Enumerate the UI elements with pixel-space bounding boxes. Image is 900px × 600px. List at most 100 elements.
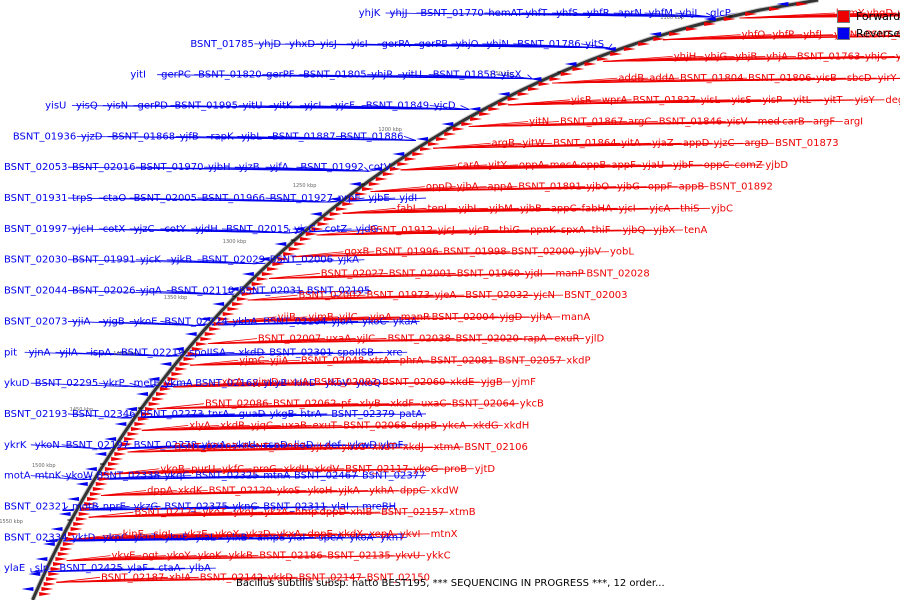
reverse-gene-line bbox=[428, 74, 533, 80]
forward-gene-label: dppA bbox=[147, 485, 173, 496]
forward-gene-line bbox=[101, 490, 430, 496]
forward-gene-label: kinE bbox=[123, 529, 144, 540]
forward-gene-arrow bbox=[497, 102, 510, 106]
forward-gene-label: manP bbox=[556, 268, 584, 279]
reverse-gene-arrow bbox=[291, 227, 304, 231]
forward-gene-label: yjiB bbox=[278, 312, 296, 323]
legend-reverse-label: Reverse bbox=[856, 27, 900, 40]
forward-gene-arrow bbox=[43, 582, 56, 586]
reverse-gene-line bbox=[80, 475, 93, 481]
forward-gene-label: yjbQ bbox=[622, 225, 645, 236]
reverse-gene-label: BSNT_01936 bbox=[13, 131, 76, 142]
forward-gene-arrow bbox=[114, 452, 127, 456]
forward-gene-arrow bbox=[209, 327, 222, 331]
reverse-gene-line bbox=[62, 506, 69, 511]
reverse-gene-label: mtnA bbox=[263, 471, 290, 482]
reverse-gene-label: spoIISA bbox=[189, 347, 226, 358]
reverse-gene-line bbox=[160, 321, 195, 326]
forward-gene-label: tenA bbox=[684, 225, 707, 236]
reverse-gene-label: yjfB bbox=[180, 131, 199, 142]
forward-gene-label: goxB bbox=[344, 247, 369, 258]
reverse-gene-line bbox=[496, 74, 533, 80]
forward-gene-label: ykcB bbox=[520, 399, 544, 410]
legend-forward: Forward bbox=[837, 8, 900, 25]
reverse-gene-label: prpE bbox=[338, 193, 361, 204]
reverse-gene-label: gerPB bbox=[419, 39, 449, 50]
reverse-gene-label: speA bbox=[318, 532, 343, 543]
forward-gene-label: BSNT_01998 bbox=[443, 247, 506, 258]
forward-gene-arrow bbox=[159, 387, 172, 391]
reverse-gene-line bbox=[460, 105, 470, 110]
forward-gene-label: yhjH bbox=[674, 51, 697, 62]
reverse-gene-label: yjdG bbox=[356, 224, 379, 235]
forward-gene-label: yjbO bbox=[586, 182, 609, 193]
reverse-gene-label: yisN bbox=[107, 101, 128, 112]
forward-gene-arrow bbox=[560, 72, 573, 76]
forward-gene-label: BSNT_01749 bbox=[865, 30, 900, 41]
reverse-gene-label: yjzD bbox=[81, 131, 103, 142]
reverse-gene-arrow bbox=[136, 392, 148, 396]
reverse-gene-label: yjdI bbox=[399, 193, 417, 204]
reverse-gene-label: yjkA bbox=[338, 255, 359, 266]
forward-gene-arrow bbox=[420, 147, 433, 151]
reverse-gene-label: ykoW bbox=[66, 471, 93, 482]
forward-gene-line bbox=[208, 338, 257, 344]
reverse-gene-label: BSNT_02224 bbox=[164, 316, 227, 327]
forward-gene-labels: hemYyhgDyhgEfabHByhfCyhfDyhfEyhfIyhfKyhf… bbox=[101, 8, 900, 583]
reverse-gene-label: ykmA bbox=[164, 378, 192, 389]
forward-gene-arrow bbox=[704, 22, 717, 26]
forward-gene-arrow bbox=[412, 152, 425, 156]
forward-gene-arrow bbox=[549, 77, 562, 81]
forward-gene-label: yhjC bbox=[865, 51, 887, 62]
forward-gene-line bbox=[127, 446, 464, 453]
forward-gene-label: xepA bbox=[369, 529, 394, 540]
reverse-gene-line bbox=[361, 105, 470, 110]
reverse-gene-label: BSNT_01858 bbox=[433, 70, 496, 81]
reverse-gene-line bbox=[61, 444, 100, 450]
forward-gene-label: yjcA bbox=[649, 203, 670, 214]
forward-gene-label: yjlC bbox=[339, 312, 357, 323]
forward-gene-arrow bbox=[101, 472, 114, 476]
reverse-gene-arrow bbox=[441, 122, 454, 126]
reverse-gene-label: cotX bbox=[103, 224, 126, 235]
forward-gene-label: BSNT_01804 bbox=[680, 73, 743, 84]
forward-gene-line bbox=[552, 78, 900, 84]
forward-gene-label: BSNT_02086 bbox=[205, 399, 268, 410]
forward-gene-arrow bbox=[436, 137, 449, 141]
forward-gene-arrow bbox=[144, 407, 157, 411]
reverse-gene-label: ykgB bbox=[270, 409, 295, 420]
forward-gene-label: yhjG bbox=[705, 51, 728, 62]
reverse-gene-label: BSNT_02030 bbox=[4, 255, 67, 266]
forward-gene-arrow bbox=[163, 382, 176, 386]
forward-gene-label: thiF bbox=[592, 225, 611, 236]
forward-gene-label: yhfJ bbox=[803, 30, 822, 41]
reverse-gene-label: BSNT_01785 bbox=[190, 39, 253, 50]
forward-gene-label: yjiA bbox=[270, 355, 288, 366]
forward-gene-label: ykoH bbox=[307, 485, 332, 496]
forward-gene-label: BSNT_02028 bbox=[586, 268, 649, 279]
scale-label: 1100 kbp bbox=[660, 15, 684, 21]
forward-gene-label: xkdG bbox=[473, 420, 499, 431]
forward-gene-label: ykkB bbox=[228, 551, 253, 562]
reverse-gene-label: BSNT_02005 bbox=[134, 193, 197, 204]
scale-label: 1450 kbp bbox=[70, 407, 94, 413]
reverse-gene-label: motA bbox=[4, 471, 31, 482]
forward-gene-label: yjbB bbox=[520, 203, 542, 214]
reverse-gene-arrow bbox=[171, 347, 184, 351]
forward-gene-label: purU bbox=[191, 464, 215, 475]
forward-gene-line bbox=[468, 121, 843, 127]
reverse-gene-label: BSNT_01966 bbox=[202, 193, 265, 204]
forward-gene-label: xkdH bbox=[504, 420, 530, 431]
reverse-gene-label: BSNT_01770 bbox=[420, 8, 483, 19]
forward-gene-arrow bbox=[452, 127, 465, 131]
forward-gene-label: addA bbox=[649, 73, 675, 84]
forward-gene-label: BSNT_01960 bbox=[457, 268, 520, 279]
reverse-gene-label: ylaI bbox=[331, 501, 349, 512]
reverse-gene-label: yisU bbox=[45, 101, 66, 112]
forward-gene-label: yjzC bbox=[714, 138, 735, 149]
forward-gene-line bbox=[602, 57, 900, 62]
reverse-gene-arrow bbox=[468, 107, 481, 111]
reverse-gene-arrow bbox=[104, 437, 117, 441]
forward-gene-label: uxuA bbox=[283, 377, 309, 388]
reverse-gene-label: ykyB bbox=[263, 378, 287, 389]
